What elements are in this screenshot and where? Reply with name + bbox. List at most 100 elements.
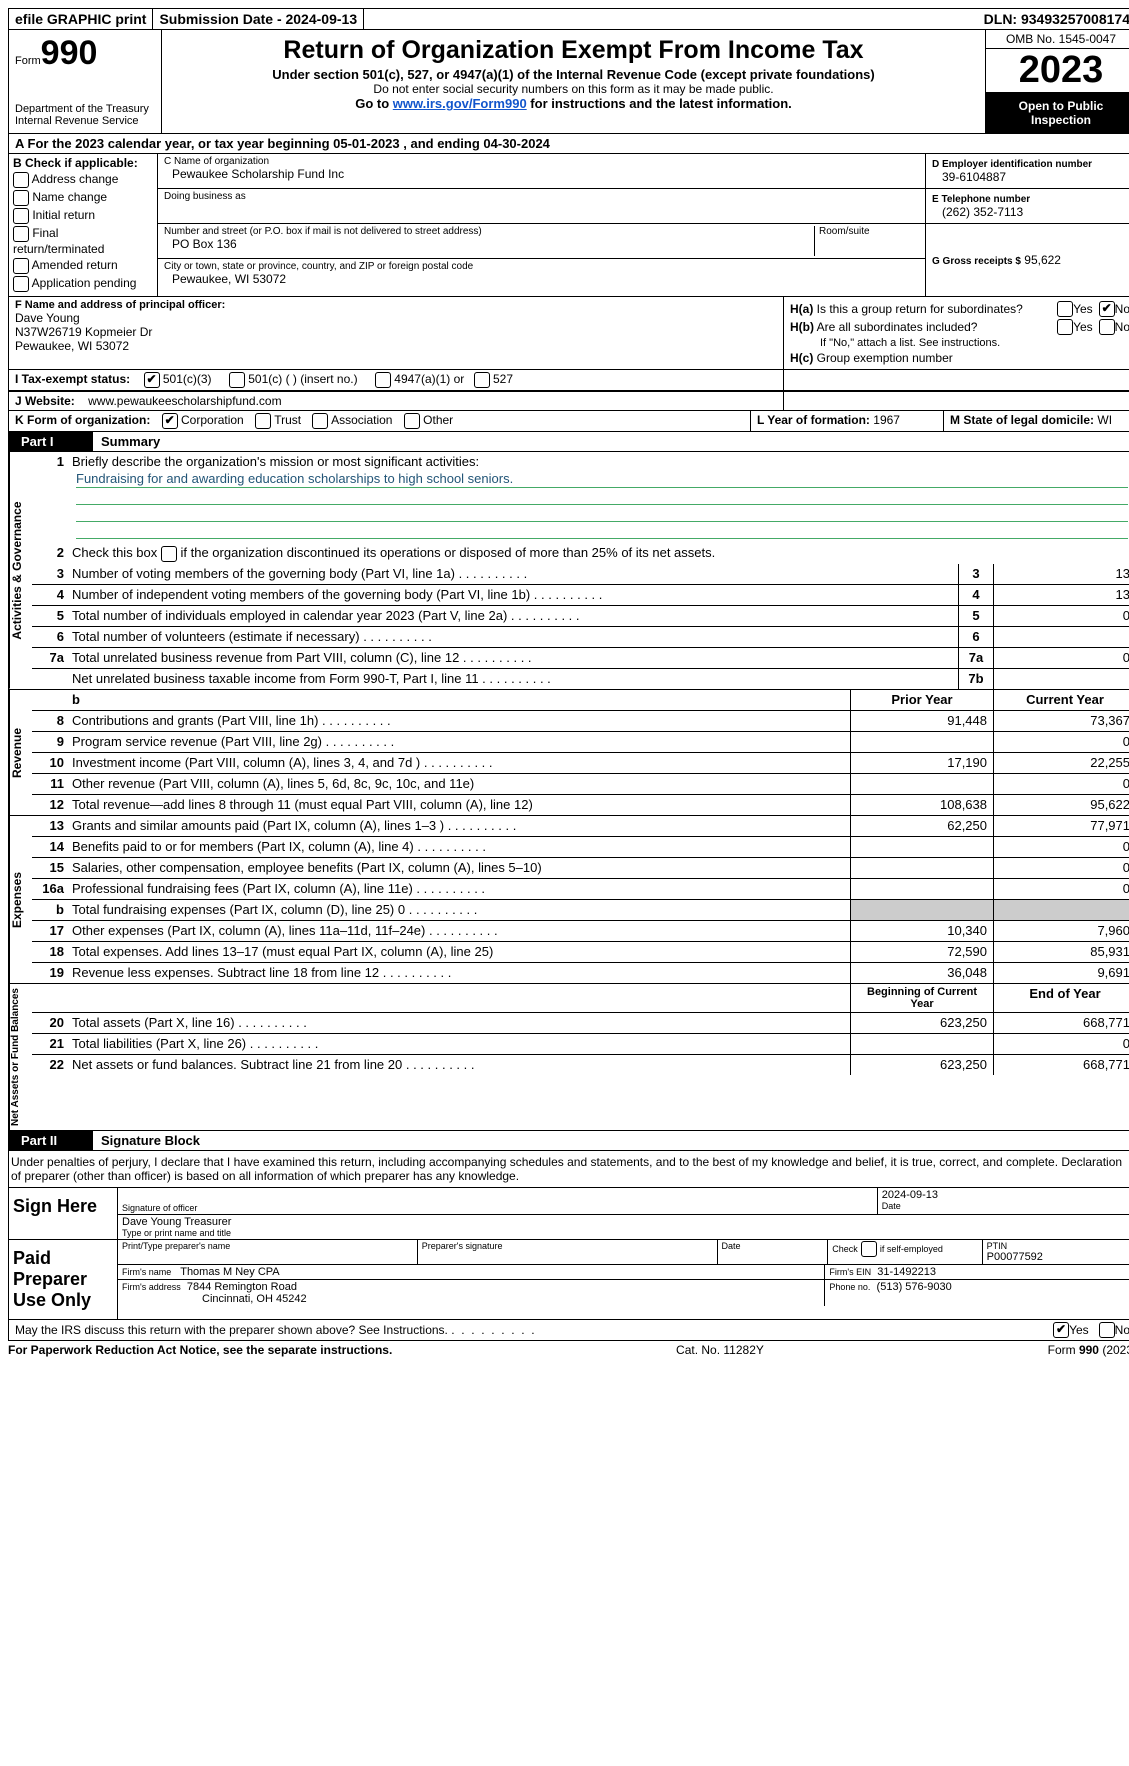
hdr-begin: Beginning of Current Year — [850, 984, 993, 1012]
website-label: J Website: — [15, 394, 75, 408]
opt-501c: 501(c) ( ) (insert no.) — [248, 372, 357, 386]
lbl-name-change: Name change — [32, 190, 107, 204]
check-other[interactable] — [404, 413, 420, 429]
status-website-block: I Tax-exempt status: 501(c)(3) 501(c) ( … — [8, 370, 1129, 392]
l-label: L Year of formation: — [757, 413, 870, 427]
prep-check-pre: Check — [832, 1243, 858, 1253]
lbl-amended: Amended return — [32, 258, 118, 272]
summary-row: 9Program service revenue (Part VIII, lin… — [32, 732, 1129, 753]
check-501c[interactable] — [229, 372, 245, 388]
line1-label: Briefly describe the organization's miss… — [72, 454, 479, 469]
officer-group-block: F Name and address of principal officer:… — [8, 297, 1129, 370]
org-name: Pewaukee Scholarship Fund Inc — [164, 167, 919, 181]
check-hb-yes[interactable] — [1057, 319, 1073, 335]
submission-date: Submission Date - 2024-09-13 — [153, 9, 364, 29]
street-value: PO Box 136 — [164, 237, 814, 251]
part2-title: Signature Block — [93, 1131, 1129, 1150]
line-a-tax-year: A For the 2023 calendar year, or tax yea… — [8, 134, 1129, 154]
dept-label: Department of the Treasury Internal Reve… — [15, 103, 155, 127]
prep-date-label: Date — [722, 1241, 824, 1251]
check-final-return[interactable] — [13, 226, 29, 242]
form-prefix: Form — [15, 55, 41, 67]
check-discuss-no[interactable] — [1099, 1322, 1115, 1338]
ptin-value: P00077592 — [987, 1251, 1129, 1263]
check-self-employed[interactable] — [861, 1241, 877, 1257]
klm-row: K Form of organization: Corporation Trus… — [8, 411, 1129, 432]
part2-header: Part II Signature Block — [8, 1131, 1129, 1151]
check-address-change[interactable] — [13, 172, 29, 188]
prep-sig-label: Preparer's signature — [422, 1241, 713, 1251]
footer-form-pre: Form — [1048, 1343, 1079, 1357]
ha-no: No — [1115, 302, 1129, 316]
check-app-pending[interactable] — [13, 276, 29, 292]
check-amended[interactable] — [13, 258, 29, 274]
check-initial-return[interactable] — [13, 208, 29, 224]
dln: DLN: 93493257008174 — [978, 9, 1129, 29]
lbl-initial-return: Initial return — [32, 208, 95, 222]
printed-name-label: Type or print name and title — [122, 1228, 1129, 1238]
prep-self-emp: if self-employed — [880, 1243, 943, 1253]
prep-phone-label: Phone no. — [829, 1282, 870, 1292]
check-ha-no[interactable] — [1099, 301, 1115, 317]
part1-header: Part I Summary — [8, 432, 1129, 452]
city-value: Pewaukee, WI 53072 — [164, 272, 919, 286]
ein-label: D Employer identification number — [932, 159, 1129, 170]
summary-row: 17Other expenses (Part IX, column (A), l… — [32, 921, 1129, 942]
check-name-change[interactable] — [13, 190, 29, 206]
officer-printed-name: Dave Young Treasurer — [122, 1216, 1129, 1228]
box-c: C Name of organization Pewaukee Scholars… — [158, 154, 925, 296]
opt-4947: 4947(a)(1) or — [394, 372, 464, 386]
summary-row: 13Grants and similar amounts paid (Part … — [32, 816, 1129, 837]
check-corp[interactable] — [162, 413, 178, 429]
section-expenses: Expenses 13Grants and similar amounts pa… — [8, 816, 1129, 984]
check-trust[interactable] — [255, 413, 271, 429]
check-ha-yes[interactable] — [1057, 301, 1073, 317]
sig-date: 2024-09-13 — [882, 1189, 1129, 1201]
officer-addr1: N37W26719 Kopmeier Dr — [15, 325, 777, 339]
irs-link[interactable]: www.irs.gov/Form990 — [393, 96, 527, 111]
summary-row: 5Total number of individuals employed in… — [32, 606, 1129, 627]
m-label: M State of legal domicile: — [950, 413, 1094, 427]
summary-row: 20Total assets (Part X, line 16)623,2506… — [32, 1013, 1129, 1034]
check-4947[interactable] — [375, 372, 391, 388]
phone-value: (262) 352-7113 — [932, 205, 1129, 219]
side-rev: Revenue — [9, 690, 32, 815]
check-line2[interactable] — [161, 546, 177, 562]
hb-no: No — [1115, 320, 1129, 334]
check-assoc[interactable] — [312, 413, 328, 429]
ein-value: 39-6104887 — [932, 170, 1129, 184]
check-hb-no[interactable] — [1099, 319, 1115, 335]
cat-no: Cat. No. 11282Y — [676, 1343, 764, 1357]
org-name-label: C Name of organization — [164, 156, 919, 167]
prep-phone: (513) 576-9030 — [877, 1281, 952, 1293]
check-501c3[interactable] — [144, 372, 160, 388]
firm-name-label: Firm's name — [122, 1267, 171, 1277]
check-discuss-yes[interactable] — [1053, 1322, 1069, 1338]
summary-row: 14Benefits paid to or for members (Part … — [32, 837, 1129, 858]
discuss-yes: Yes — [1069, 1323, 1089, 1337]
phone-label: E Telephone number — [932, 194, 1129, 205]
check-527[interactable] — [474, 372, 490, 388]
summary-row: 22Net assets or fund balances. Subtract … — [32, 1055, 1129, 1075]
website-value: www.pewaukeescholarshipfund.com — [88, 394, 281, 408]
footer-form-num: 990 — [1079, 1343, 1099, 1357]
section-governance: Activities & Governance 1 Briefly descri… — [8, 452, 1129, 690]
opt-501c3: 501(c)(3) — [163, 372, 212, 386]
receipts-value: 95,622 — [1024, 253, 1061, 267]
paperwork-notice: For Paperwork Reduction Act Notice, see … — [8, 1343, 392, 1357]
section-revenue: Revenue b Prior Year Current Year 8Contr… — [8, 690, 1129, 816]
tax-year: 2023 — [986, 49, 1129, 93]
side-gov: Activities & Governance — [9, 452, 32, 689]
form-title: Return of Organization Exempt From Incom… — [168, 36, 979, 65]
summary-row: 10Investment income (Part VIII, column (… — [32, 753, 1129, 774]
box-d: D Employer identification number 39-6104… — [925, 154, 1129, 296]
street-label: Number and street (or P.O. box if mail i… — [164, 226, 814, 237]
discuss-no: No — [1115, 1323, 1129, 1337]
summary-row: Net unrelated business taxable income fr… — [32, 669, 1129, 689]
sign-here-label: Sign Here — [9, 1188, 118, 1239]
lbl-app-pending: Application pending — [32, 276, 137, 290]
form-subtitle: Under section 501(c), 527, or 4947(a)(1)… — [168, 67, 979, 82]
box-b: B Check if applicable: Address change Na… — [9, 154, 158, 296]
hb-note: If "No," attach a list. See instructions… — [790, 337, 1129, 349]
m-value: WI — [1097, 413, 1112, 427]
